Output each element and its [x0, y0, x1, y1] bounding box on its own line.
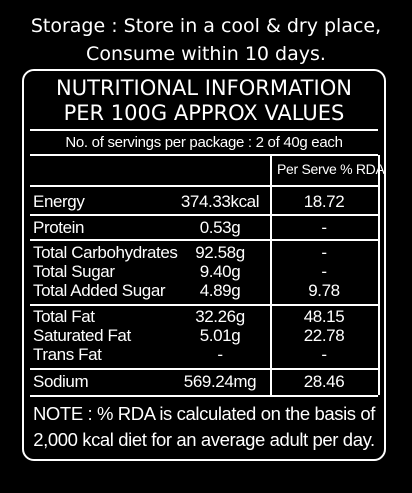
divider [30, 395, 378, 397]
nutrient-rda: 48.15 [303, 307, 345, 326]
nutrition-panel [22, 69, 386, 461]
column-divider [270, 155, 272, 395]
nutrient-rda: - [321, 262, 327, 281]
divider [30, 129, 378, 131]
divider [30, 214, 378, 216]
nutrient-amount: 5.01g [199, 326, 241, 345]
nutrient-rda: 9.78 [308, 281, 340, 300]
column-header: Per Serve % RDA [277, 161, 385, 177]
nutrient-amount: - [217, 345, 223, 364]
nutrient-amount: 92.58g [195, 243, 245, 262]
nutrient-rda: - [321, 345, 327, 364]
rda-note-line-2: 2,000 kcal diet for an average adult per… [33, 429, 375, 450]
nutrient-amount: 4.89g [199, 281, 241, 300]
nutrient-rda: 28.46 [303, 372, 345, 391]
nutrient-rda: 18.72 [303, 192, 345, 211]
nutrient-label: Protein [33, 218, 85, 237]
rda-note: NOTE : % RDA is calculated on the basis … [22, 401, 386, 453]
nutrition-title-line-1: NUTRITIONAL INFORMATION [56, 76, 352, 100]
nutrient-label: Saturated Fat [33, 326, 131, 345]
nutrient-amount: 9.40g [199, 262, 241, 281]
nutrient-label: Total Carbohydrates [33, 243, 178, 262]
storage-instructions: Storage : Store in a cool & dry place, C… [0, 12, 412, 68]
nutrient-label: Trans Fat [33, 345, 102, 364]
nutrient-amount: 374.33kcal [180, 192, 260, 211]
nutrition-title-line-2: PER 100G APPROX VALUES [63, 101, 345, 125]
storage-line-2: Consume within 10 days. [86, 43, 326, 65]
storage-line-1: Storage : Store in a cool & dry place, [30, 15, 382, 37]
nutrient-rda: - [321, 218, 327, 237]
nutrient-rda: 22.78 [303, 326, 345, 345]
nutrient-label: Total Added Sugar [33, 281, 166, 300]
nutrient-label: Energy [33, 192, 85, 211]
nutrient-rda: - [321, 243, 327, 262]
servings-info: No. of servings per package : 2 of 40g e… [65, 134, 343, 151]
nutrient-amount: 32.26g [195, 307, 245, 326]
nutrient-label: Total Sugar [33, 262, 115, 281]
divider [30, 304, 378, 306]
nutrition-title: NUTRITIONAL INFORMATION PER 100G APPROX … [22, 76, 386, 126]
divider [30, 154, 378, 156]
divider [30, 368, 378, 370]
nutrient-amount: 0.53g [199, 218, 241, 237]
divider [30, 185, 378, 187]
divider [30, 239, 378, 241]
nutrient-label: Sodium [33, 372, 89, 391]
nutrient-amount: 569.24mg [183, 372, 257, 391]
column-divider [378, 155, 380, 395]
rda-note-line-1: NOTE : % RDA is calculated on the basis … [32, 403, 376, 424]
nutrient-label: Total Fat [33, 307, 95, 326]
